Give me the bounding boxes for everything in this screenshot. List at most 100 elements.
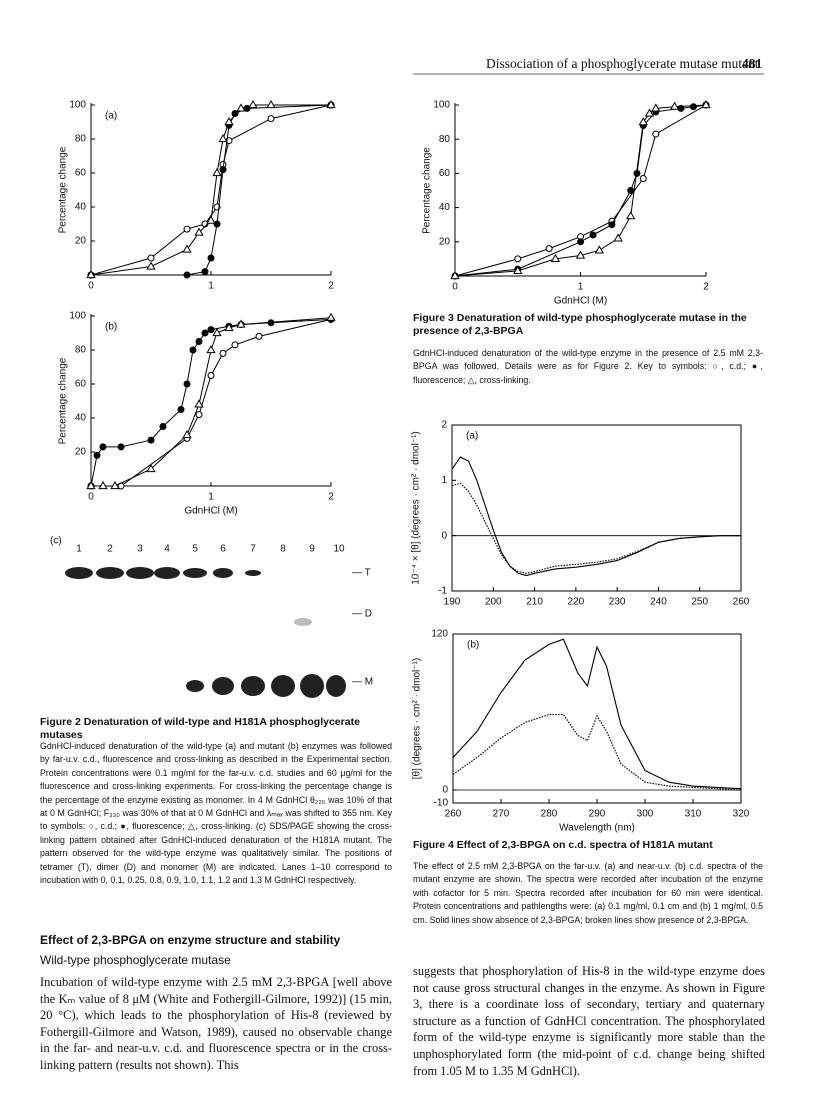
y-tick-label: 80 xyxy=(75,345,87,356)
data-point xyxy=(207,254,215,262)
data-point xyxy=(146,261,156,270)
panel-label: (c) xyxy=(50,536,62,547)
data-point xyxy=(146,463,156,473)
series-line xyxy=(451,456,741,577)
gel-band xyxy=(213,568,233,578)
band-label: — D xyxy=(352,609,372,620)
data-point xyxy=(147,254,155,262)
data-point xyxy=(231,341,239,349)
data-point xyxy=(638,117,648,126)
series-line xyxy=(90,318,332,487)
gel-band xyxy=(183,568,207,578)
series-line xyxy=(454,104,707,277)
lane-label: 4 xyxy=(164,544,170,555)
series-line xyxy=(91,318,332,487)
data-point xyxy=(183,271,191,279)
x-tick-label: 260 xyxy=(733,597,750,608)
gel-band xyxy=(126,567,154,579)
series-line xyxy=(91,104,332,276)
section-heading: Effect of 2,3-BPGA on enzyme structure a… xyxy=(40,933,341,947)
gel-band xyxy=(271,675,295,697)
data-point xyxy=(326,99,336,109)
data-point xyxy=(267,115,275,123)
data-point xyxy=(236,319,246,328)
gel-band xyxy=(241,676,265,696)
x-tick-label: 240 xyxy=(650,597,667,608)
x-tick-label: 260 xyxy=(445,809,462,820)
y-tick-label: 120 xyxy=(431,629,448,640)
x-tick-label: 200 xyxy=(485,597,502,608)
y-tick-label: 0 xyxy=(442,785,448,796)
data-point xyxy=(99,443,107,451)
data-point xyxy=(195,338,203,345)
x-tick-label: 2 xyxy=(703,282,709,293)
x-tick-label: 320 xyxy=(733,809,750,820)
x-tick-label: 2 xyxy=(328,281,334,292)
y-axis-label: [θ] (degrees · cm² · dmol⁻¹) xyxy=(412,658,423,779)
gel-band xyxy=(154,567,180,579)
y-tick-label: 60 xyxy=(75,168,87,179)
lane-label: 3 xyxy=(137,544,143,555)
x-tick-label: 250 xyxy=(691,597,708,608)
running-title: Dissociation of a phosphoglycerate mutas… xyxy=(486,56,759,71)
y-tick-label: 100 xyxy=(69,100,86,111)
series-line xyxy=(452,638,742,790)
x-tick-label: 0 xyxy=(88,281,94,292)
figure-title: Figure 3 Denaturation of wild-type phosp… xyxy=(413,312,747,337)
data-point xyxy=(219,349,227,357)
panel-label: (a) xyxy=(466,431,478,442)
x-tick-label: 280 xyxy=(541,809,558,820)
data-point xyxy=(450,270,460,280)
gel-band xyxy=(245,570,261,576)
data-point xyxy=(182,429,192,439)
y-tick-label: -1 xyxy=(438,586,447,597)
data-point xyxy=(514,255,522,263)
data-point xyxy=(206,344,216,354)
series-line xyxy=(91,317,332,487)
data-point xyxy=(177,406,185,413)
data-point xyxy=(219,166,227,174)
data-point xyxy=(701,99,711,109)
gel-band xyxy=(212,677,234,695)
data-point xyxy=(86,480,96,490)
data-point xyxy=(110,480,120,490)
x-tick-label: 1 xyxy=(208,281,214,292)
data-point xyxy=(613,233,623,242)
paragraph: Incubation of wild-type enzyme with 2.5 … xyxy=(40,975,392,1072)
y-tick-label: 20 xyxy=(75,447,87,458)
y-axis-label: Percentage change xyxy=(58,357,69,444)
data-point xyxy=(608,221,616,229)
y-tick-label: 100 xyxy=(433,100,450,111)
plot-frame xyxy=(452,633,742,804)
lane-label: 10 xyxy=(333,544,345,555)
subheading: Wild-type phosphoglycerate mutase xyxy=(40,953,231,967)
gel-image xyxy=(65,567,346,698)
y-tick-label: 40 xyxy=(75,202,87,213)
y-tick-label: 0 xyxy=(441,530,447,541)
paragraph: suggests that phosphorylation of His-8 i… xyxy=(413,964,765,1078)
data-point xyxy=(207,372,215,379)
data-point xyxy=(93,451,101,459)
lane-label: 6 xyxy=(220,544,226,555)
y-axis-label: 10⁻⁴ × [θ] (degrees · cm² · dmol⁻¹) xyxy=(411,431,422,585)
x-axis-label: GdnHCl (M) xyxy=(184,506,237,517)
data-point xyxy=(183,225,191,233)
x-tick-label: 1 xyxy=(578,282,584,293)
y-tick-label: 40 xyxy=(439,202,451,213)
data-point xyxy=(266,99,276,109)
lane-label: 7 xyxy=(250,544,256,555)
data-point xyxy=(183,380,191,388)
panel-label: (b) xyxy=(467,640,479,651)
gel-band xyxy=(96,567,124,579)
series-line xyxy=(454,104,707,277)
series-line xyxy=(454,104,707,277)
data-point xyxy=(195,411,203,419)
x-tick-label: 210 xyxy=(526,597,543,608)
y-tick-label: 2 xyxy=(441,420,447,431)
data-point xyxy=(627,187,635,194)
y-axis-label: Percentage change xyxy=(58,146,69,233)
data-point xyxy=(589,231,597,239)
data-point xyxy=(159,423,167,430)
data-point xyxy=(194,399,204,408)
data-point xyxy=(98,480,108,490)
